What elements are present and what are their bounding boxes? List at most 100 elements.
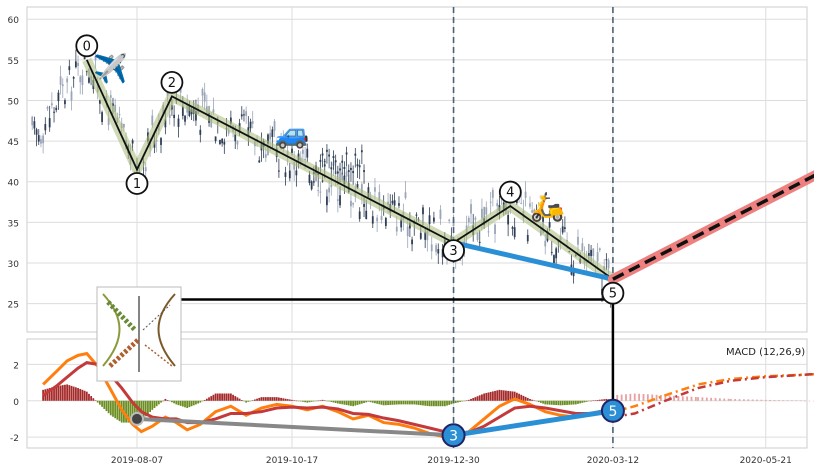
histogram-bar xyxy=(391,400,394,405)
histogram-bar xyxy=(341,400,344,405)
candle-body xyxy=(544,240,547,247)
candle-body xyxy=(210,118,213,127)
histogram-bar xyxy=(509,391,512,401)
macd-point-text: 5 xyxy=(608,404,617,420)
candle-body xyxy=(395,226,398,232)
candle-body xyxy=(542,215,544,222)
histogram-bar xyxy=(446,400,448,406)
forecast-histogram-bar xyxy=(795,400,798,401)
candle-body xyxy=(487,231,490,233)
candle-body xyxy=(400,219,403,228)
candle-body xyxy=(61,84,64,87)
candle-body xyxy=(415,214,418,216)
candle-body xyxy=(491,189,494,198)
histogram-bar xyxy=(352,400,355,407)
histogram-bar xyxy=(448,400,451,405)
histogram-bar xyxy=(131,400,134,423)
candle-body xyxy=(378,192,381,201)
candle-body xyxy=(467,217,470,223)
histogram-bar xyxy=(417,400,420,405)
forecast-histogram-bar xyxy=(701,397,704,401)
candle-body xyxy=(53,111,55,113)
histogram-bar xyxy=(529,398,531,401)
candle-body xyxy=(430,244,433,252)
candle-body xyxy=(282,138,285,141)
histogram-bar xyxy=(225,393,228,401)
histogram-bar xyxy=(179,400,182,406)
histogram-bar xyxy=(428,400,431,407)
price-y-tick-label: 25 xyxy=(8,301,19,311)
candle-body xyxy=(160,138,162,145)
histogram-bar xyxy=(330,400,333,402)
histogram-bar xyxy=(588,400,590,402)
forecast-histogram-bar xyxy=(799,400,802,402)
candle-body xyxy=(131,140,134,144)
histogram-bar xyxy=(389,400,392,405)
histogram-bar xyxy=(64,384,66,401)
candle-body xyxy=(291,148,293,153)
candle-body xyxy=(302,149,304,154)
histogram-bar xyxy=(68,385,71,401)
x-tick-label: 2020-03-12 xyxy=(587,456,639,466)
histogram-bar xyxy=(105,400,108,412)
histogram-bar xyxy=(127,400,130,423)
forecast-histogram-bar xyxy=(673,395,675,401)
histogram-bar xyxy=(415,400,418,405)
histogram-bar xyxy=(430,400,433,407)
forecast-histogram-bar xyxy=(729,398,732,401)
histogram-bar xyxy=(302,400,304,402)
histogram-bar xyxy=(354,400,357,406)
wave-label-text: 1 xyxy=(133,177,141,192)
forecast-histogram-bar xyxy=(620,394,623,401)
histogram-bar xyxy=(212,394,215,401)
histogram-bar xyxy=(203,399,206,401)
forecast-histogram-bar xyxy=(734,399,737,401)
candle-body xyxy=(48,118,51,128)
candle-body xyxy=(94,56,97,61)
histogram-bar xyxy=(533,400,536,402)
histogram-bar xyxy=(297,400,300,402)
histogram-bar xyxy=(334,400,337,403)
histogram-bar xyxy=(328,400,331,402)
candle-body xyxy=(555,248,558,259)
histogram-bar xyxy=(511,391,514,401)
histogram-bar xyxy=(53,386,55,401)
histogram-bar xyxy=(483,393,486,401)
candle-body xyxy=(273,121,276,131)
histogram-bar xyxy=(210,396,213,401)
histogram-bar xyxy=(411,400,413,405)
candle-body xyxy=(511,227,514,229)
candle-body xyxy=(437,249,440,254)
candle-body xyxy=(350,200,352,207)
x-tick-label: 2019-10-17 xyxy=(266,456,318,466)
candle-body xyxy=(201,88,204,96)
macd-y-tick-label: 0 xyxy=(13,398,19,408)
candle-body xyxy=(358,165,361,168)
price-panel-background xyxy=(26,6,808,333)
histogram-bar xyxy=(192,400,195,406)
candle-body xyxy=(68,66,71,71)
histogram-bar xyxy=(326,400,328,402)
candle-body xyxy=(347,170,350,173)
candle-body xyxy=(40,139,42,144)
candle-body xyxy=(55,107,58,111)
histogram-bar xyxy=(166,400,169,401)
histogram-bar xyxy=(374,400,376,404)
forecast-histogram-bar xyxy=(769,399,771,401)
histogram-bar xyxy=(195,400,197,405)
wave-label-3: 3 xyxy=(442,239,465,263)
histogram-bar xyxy=(284,398,287,401)
histogram-bar xyxy=(149,400,151,413)
histogram-bar xyxy=(601,399,603,401)
candle-body xyxy=(424,232,427,240)
candle-body xyxy=(269,132,272,140)
histogram-bar xyxy=(605,398,608,401)
price-y-tick-label: 60 xyxy=(8,16,20,26)
histogram-bar xyxy=(234,396,237,401)
histogram-bar xyxy=(286,399,289,401)
candle-body xyxy=(376,217,379,222)
price-y-tick-label: 50 xyxy=(8,97,20,107)
candle-body xyxy=(323,164,326,167)
candle-body xyxy=(284,172,287,177)
